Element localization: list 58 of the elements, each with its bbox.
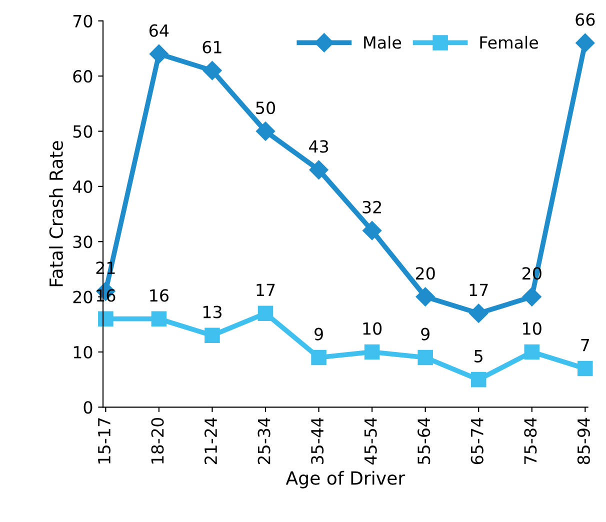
x-tick-label: 25-34 [258,418,270,464]
data-label: 17 [256,284,275,296]
data-label: 9 [421,328,430,340]
data-label: 10 [523,322,542,335]
legend-label: Female [480,36,538,49]
data-label: 20 [416,267,435,280]
y-tick-label: 20 [73,290,92,304]
data-label: 32 [362,200,381,214]
data-label: 9 [314,328,323,340]
data-label: 61 [202,40,222,54]
point [309,160,328,180]
point [204,328,220,344]
point [362,221,382,240]
data-label: 66 [576,13,595,26]
point [470,372,486,388]
legend-label: Male [364,36,402,49]
y-tick-label: 50 [73,125,92,138]
y-axis-title: Fatal Crash Rate [49,141,64,286]
data-label: 10 [363,322,382,335]
point [418,350,433,366]
point [98,311,114,327]
point [524,344,540,360]
y-tick-label: 0 [84,401,92,414]
x-axis-title: Age of Driver [286,470,406,488]
x-tick-label: 21-24 [204,418,217,464]
x-tick-label: 65-74 [470,418,484,464]
point [469,304,488,323]
x-tick-label: 75-84 [524,418,537,464]
y-tick-label: 10 [74,346,92,359]
x-tick-label: 18-20 [151,418,164,464]
point [311,350,326,366]
point [578,360,593,376]
y-tick-label: 60 [73,70,92,83]
x-tick-label: 15-17 [98,418,111,464]
point [149,44,168,64]
x-tick-label: 85-94 [577,418,590,464]
point [416,287,435,306]
point [256,122,276,141]
y-tick-label: 40 [72,180,92,193]
y-tick-label: 30 [73,236,92,248]
x-tick-label: 55-64 [418,418,430,464]
point [202,61,222,80]
data-label: 7 [581,339,590,352]
data-label: 50 [256,102,276,114]
point [576,33,595,52]
y-tick-label: 70 [73,14,92,28]
point [151,311,167,327]
x-tick-label: 45-54 [364,418,377,464]
data-label: 43 [308,140,328,153]
data-label: 5 [474,350,482,362]
point [258,306,274,321]
x-tick-label: 35-44 [311,418,324,464]
data-label: 16 [150,289,169,302]
point [364,344,380,360]
data-label: 17 [470,284,488,296]
data-label: 64 [150,24,169,37]
point [522,287,542,306]
data-label: 13 [203,306,222,318]
